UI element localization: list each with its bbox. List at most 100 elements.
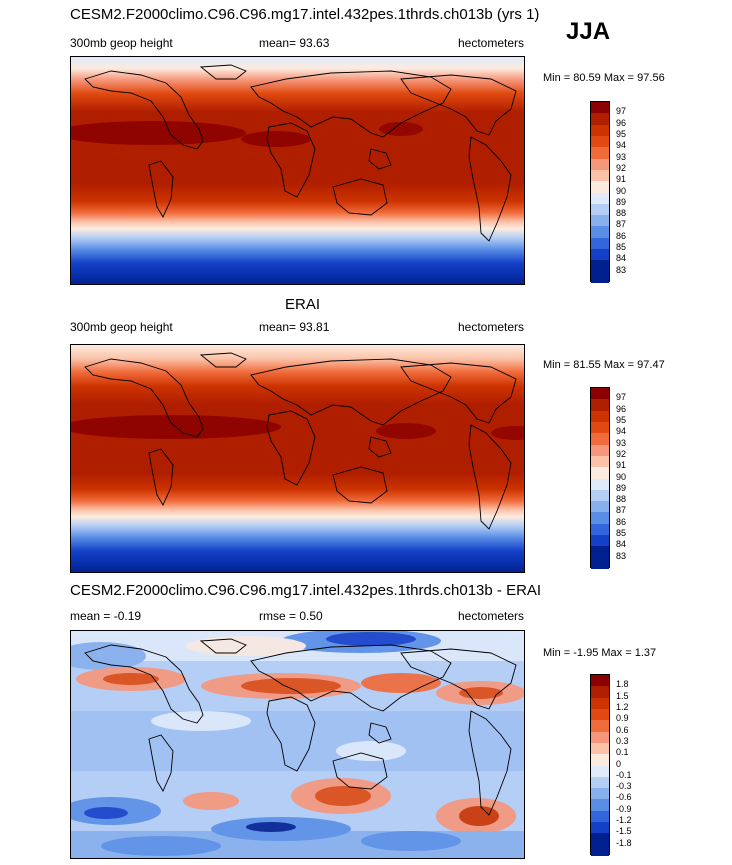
- colorbar-segment: [591, 237, 609, 250]
- colorbar-tick-label: 1.2: [616, 701, 629, 712]
- colorbar-tick-label: 86: [616, 230, 627, 241]
- colorbar-tick-label: 0: [616, 758, 622, 769]
- colorbar-segment: [591, 260, 609, 272]
- colorbar-tick-label: 90: [616, 185, 627, 196]
- colorbar-tick-label: 95: [616, 414, 627, 425]
- colorbar-segment: [591, 147, 609, 159]
- colorbar-segment: [591, 192, 609, 204]
- colorbar-tick-label: -1.5: [616, 826, 632, 837]
- colorbar-segment: [591, 410, 609, 422]
- colorbar-tick-label: 1.5: [616, 690, 629, 701]
- colorbar-segment: [591, 686, 609, 698]
- colorbar-segment: [591, 822, 609, 834]
- colorbar-tick-label: 89: [616, 196, 627, 207]
- panel2-title: ERAI: [285, 296, 321, 313]
- colorbar-tick-label: -1.8: [616, 837, 632, 848]
- colorbar-segment: [591, 455, 609, 468]
- colorbar-segment: [591, 478, 609, 490]
- colorbar-segment: [591, 226, 609, 238]
- colorbar-tick-label: 96: [616, 403, 627, 414]
- colorbar-tick-label: 96: [616, 117, 627, 128]
- colorbar-segment: [591, 467, 609, 479]
- colorbar-segment: [591, 557, 609, 569]
- panel1-minmax-label: Min = 80.59 Max = 97.56: [543, 72, 665, 84]
- colorbar-segment: [591, 399, 609, 411]
- colorbar-segment: [591, 501, 609, 513]
- colorbar-tick-label: -0.9: [616, 803, 632, 814]
- colorbar-tick-label: 85: [616, 242, 627, 253]
- panel3-title: CESM2.F2000climo.C96.C96.mg17.intel.432p…: [70, 582, 542, 599]
- colorbar-segment: [591, 444, 609, 456]
- colorbar-tick-label: 1.8: [616, 679, 629, 690]
- colorbar-tick-label: 94: [616, 140, 627, 151]
- colorbar-tick-label: 91: [616, 460, 627, 471]
- panel3-map: [70, 630, 525, 859]
- season-label: JJA: [566, 18, 611, 45]
- colorbar-segment: [591, 215, 609, 227]
- panel3-mean-label: mean = -0.19: [70, 609, 142, 623]
- colorbar-tick-label: 0.6: [616, 724, 629, 735]
- colorbar-tick-label: -1.2: [616, 815, 632, 826]
- colorbar-segment: [591, 810, 609, 823]
- colorbar-segment: [591, 833, 609, 845]
- panel3-colorbar: [590, 674, 610, 856]
- colorbar-segment: [591, 754, 609, 766]
- colorbar-segment: [591, 697, 609, 709]
- colorbar-tick-label: 84: [616, 539, 627, 550]
- colorbar-segment: [591, 765, 609, 777]
- colorbar-segment: [591, 249, 609, 261]
- panel1-units-label: hectometers: [458, 36, 525, 50]
- panel2-mean-label: mean= 93.81: [259, 320, 330, 334]
- colorbar-tick-label: 88: [616, 208, 627, 219]
- colorbar-tick-label: 0.1: [616, 747, 629, 758]
- colorbar-segment: [591, 512, 609, 524]
- colorbar-segment: [591, 742, 609, 755]
- colorbar-tick-label: 87: [616, 219, 627, 230]
- colorbar-segment: [591, 433, 609, 445]
- panel2-variable-label: 300mb geop height: [70, 320, 173, 334]
- colorbar-segment: [591, 523, 609, 536]
- colorbar-segment: [591, 546, 609, 558]
- colorbar-tick-label: 93: [616, 437, 627, 448]
- colorbar-tick-label: 0.3: [616, 735, 629, 746]
- colorbar-segment: [591, 135, 609, 148]
- colorbar-segment: [591, 181, 609, 193]
- colorbar-tick-label: -0.1: [616, 769, 632, 780]
- colorbar-tick-label: 92: [616, 162, 627, 173]
- colorbar-tick-label: 83: [616, 550, 627, 561]
- colorbar-tick-label: 92: [616, 448, 627, 459]
- panel1-variable-label: 300mb geop height: [70, 36, 173, 50]
- colorbar-tick-label: 90: [616, 471, 627, 482]
- colorbar-tick-label: 84: [616, 253, 627, 264]
- colorbar-segment: [591, 708, 609, 721]
- colorbar-segment: [591, 113, 609, 125]
- panel2-map: [70, 344, 525, 573]
- colorbar-segment: [591, 844, 609, 856]
- colorbar-tick-label: 0.9: [616, 713, 629, 724]
- colorbar-segment: [591, 102, 609, 114]
- colorbar-tick-label: 87: [616, 505, 627, 516]
- colorbar-segment: [591, 158, 609, 170]
- colorbar-tick-label: 97: [616, 106, 627, 117]
- colorbar-tick-label: 95: [616, 128, 627, 139]
- panel1-colorbar: [590, 101, 610, 283]
- colorbar-segment: [591, 720, 609, 732]
- colorbar-segment: [591, 388, 609, 400]
- panel3-minmax-label: Min = -1.95 Max = 1.37: [543, 647, 657, 659]
- colorbar-tick-label: 83: [616, 264, 627, 275]
- colorbar-segment: [591, 788, 609, 800]
- colorbar-segment: [591, 731, 609, 743]
- colorbar-segment: [591, 124, 609, 136]
- colorbar-tick-label: -0.3: [616, 781, 632, 792]
- colorbar-segment: [591, 271, 609, 283]
- colorbar-tick-label: 88: [616, 494, 627, 505]
- panel2-colorbar: [590, 387, 610, 569]
- colorbar-segment: [591, 776, 609, 789]
- colorbar-tick-label: 91: [616, 174, 627, 185]
- panel2-minmax-label: Min = 81.55 Max = 97.47: [543, 359, 665, 371]
- panel2-units-label: hectometers: [458, 320, 525, 334]
- colorbar-segment: [591, 535, 609, 547]
- panel1-title: CESM2.F2000climo.C96.C96.mg17.intel.432p…: [70, 6, 540, 23]
- colorbar-tick-label: -0.6: [616, 792, 632, 803]
- colorbar-segment: [591, 675, 609, 687]
